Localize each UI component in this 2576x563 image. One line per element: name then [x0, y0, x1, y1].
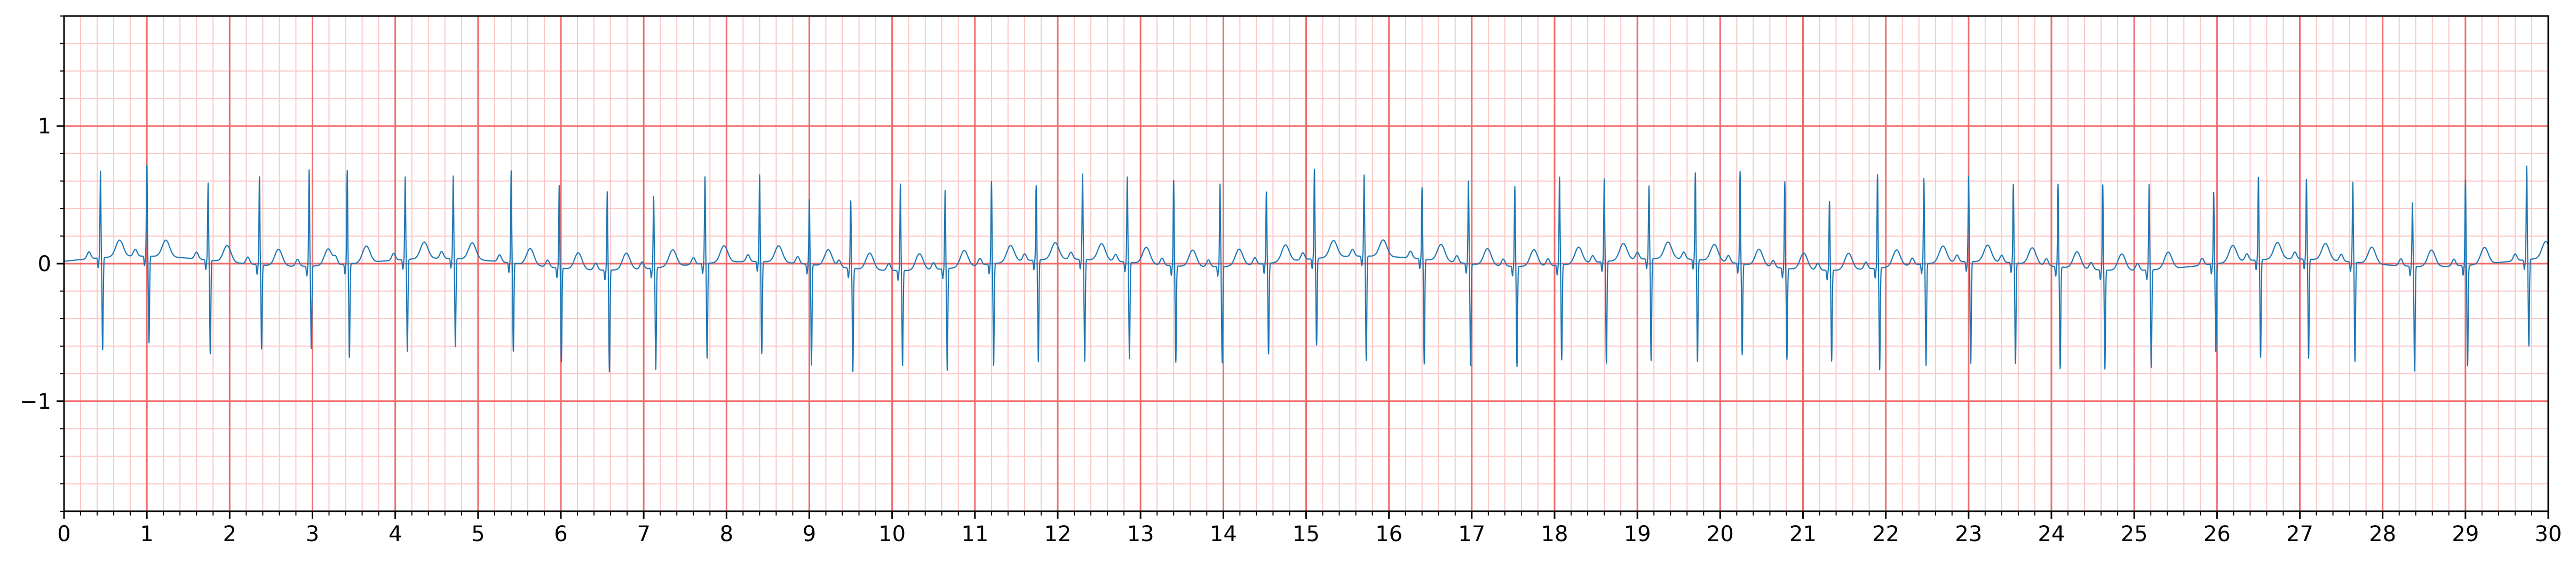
x-tick-label: 11 [961, 522, 988, 546]
x-tick-label: 0 [57, 522, 70, 546]
ecg-series-line [64, 164, 2549, 372]
y-tick-label: 0 [38, 252, 51, 276]
x-tick-label: 2 [223, 522, 236, 546]
x-tick-label: 13 [1127, 522, 1154, 546]
x-tick-label: 25 [2121, 522, 2148, 546]
x-tick-label: 1 [140, 522, 153, 546]
x-tick-label: 14 [1210, 522, 1237, 546]
x-tick-label: 5 [471, 522, 485, 546]
y-axis: −1 0 1 [20, 15, 64, 512]
x-tick-label: 4 [389, 522, 402, 546]
x-tick-label: 21 [1789, 522, 1817, 546]
x-tick-label: 8 [720, 522, 733, 546]
x-tick-label: 20 [1707, 522, 1734, 546]
x-axis: 0 1 2 3 4 5 6 7 8 9 10 11 12 13 14 15 16 17 18 19 20 21 22 23 24… [57, 511, 2562, 546]
x-tick-label: 29 [2452, 522, 2479, 546]
x-tick-label: 7 [637, 522, 650, 546]
x-tick-label: 28 [2369, 522, 2396, 546]
x-tick-label: 9 [803, 522, 816, 546]
x-tick-label: 22 [1872, 522, 1899, 546]
x-tick-label: 15 [1293, 522, 1320, 546]
ecg-series [64, 164, 2549, 372]
x-tick-label: 18 [1541, 522, 1568, 546]
y-tick-label: 1 [38, 114, 51, 139]
x-tick-label: 19 [1624, 522, 1651, 546]
x-tick-label: 26 [2204, 522, 2231, 546]
x-tick-label: 27 [2286, 522, 2313, 546]
x-tick-label: 6 [554, 522, 567, 546]
x-tick-label: 10 [878, 522, 906, 546]
x-tick-label: 17 [1458, 522, 1485, 546]
x-tick-label: 16 [1375, 522, 1402, 546]
x-tick-label: 12 [1044, 522, 1072, 546]
y-tick-label: −1 [20, 390, 51, 414]
x-tick-label: 3 [306, 522, 319, 546]
x-tick-label: 23 [1955, 522, 1982, 546]
x-tick-label: 30 [2535, 522, 2562, 546]
x-tick-label: 24 [2038, 522, 2065, 546]
